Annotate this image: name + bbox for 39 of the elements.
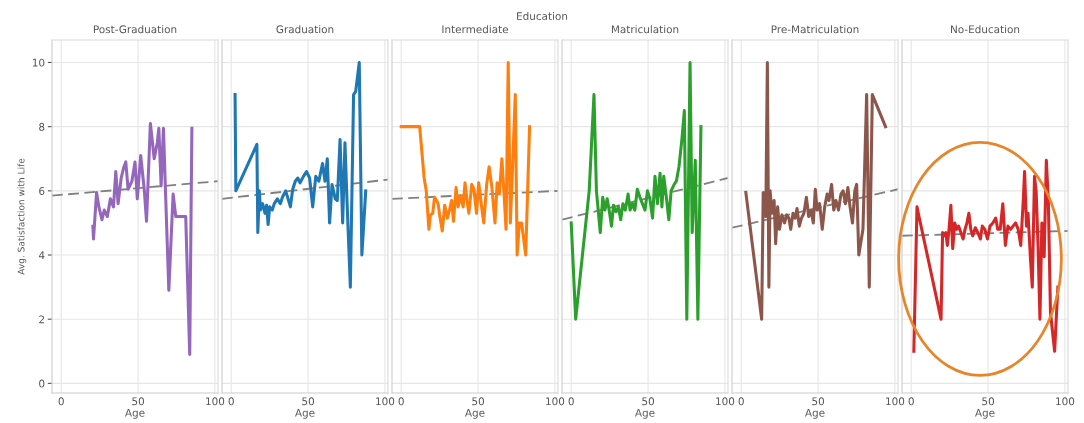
y-tick-label: 6 bbox=[39, 187, 45, 195]
x-tick-label: 100 bbox=[716, 397, 735, 406]
x-tick-label: 0 bbox=[738, 397, 744, 406]
x-axis-title: Age bbox=[805, 408, 825, 419]
x-axis-title: Age bbox=[975, 408, 995, 419]
x-tick-label: 50 bbox=[132, 397, 145, 406]
x-tick-label: 0 bbox=[58, 397, 64, 406]
x-tick-label: 50 bbox=[302, 397, 315, 406]
x-tick-label: 100 bbox=[376, 397, 395, 406]
x-tick-label: 0 bbox=[228, 397, 234, 406]
x-tick-label: 100 bbox=[546, 397, 565, 406]
x-axis-title: Age bbox=[125, 408, 145, 419]
x-axis-title: Age bbox=[295, 408, 315, 419]
chart-title: Intermediate bbox=[442, 25, 509, 34]
y-tick-label: 2 bbox=[39, 315, 45, 324]
x-tick-label: 100 bbox=[206, 397, 225, 406]
chart-title: Post-Graduation bbox=[93, 25, 177, 34]
line-series bbox=[91, 121, 194, 357]
y-tick-label: 8 bbox=[39, 122, 45, 131]
y-tick-label: 4 bbox=[38, 251, 45, 259]
chart-title: Pre-Matriculation bbox=[771, 25, 859, 34]
y-axis-title: Avg. Satisfaction with Life bbox=[17, 158, 27, 275]
x-tick-label: 50 bbox=[812, 397, 825, 406]
x-tick-label: 50 bbox=[472, 397, 485, 406]
x-tick-label: 50 bbox=[982, 397, 995, 406]
x-tick-label: 0 bbox=[398, 397, 404, 406]
y-tick-label: 0 bbox=[39, 379, 45, 388]
chart-title: Graduation bbox=[276, 25, 334, 34]
x-axis-title: Age bbox=[465, 408, 485, 419]
x-tick-label: 0 bbox=[568, 397, 574, 406]
x-axis-title: Age bbox=[635, 408, 655, 419]
x-tick-label: 50 bbox=[642, 397, 655, 406]
x-tick-label: 100 bbox=[1056, 397, 1075, 406]
chart-title: Matriculation bbox=[611, 25, 679, 34]
x-tick-label: 0 bbox=[908, 397, 914, 406]
text: Education bbox=[517, 11, 568, 21]
x-tick-label: 100 bbox=[886, 397, 905, 406]
y-tick-label: 10 bbox=[32, 58, 45, 67]
chart-title: No-Education bbox=[951, 25, 1020, 34]
